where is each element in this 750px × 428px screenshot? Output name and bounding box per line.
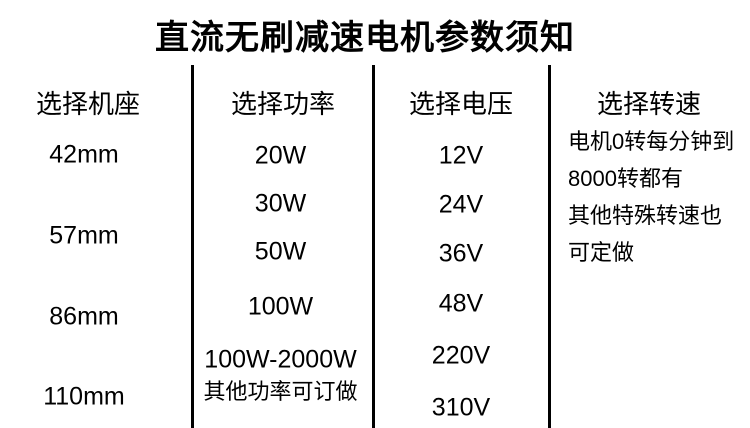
power-option: 30W: [254, 189, 307, 218]
page-title: 直流无刷减速电机参数须知: [155, 19, 575, 57]
column-header-speed: 选择转速: [596, 89, 701, 119]
voltage-option: 220V: [431, 341, 491, 370]
column-divider-2: [372, 65, 375, 428]
power-option: 20W: [254, 141, 307, 170]
frame-size-option: 110mm: [43, 382, 125, 411]
power-option: 100W: [247, 292, 314, 321]
frame-size-option: 86mm: [49, 302, 119, 331]
voltage-option: 48V: [438, 289, 484, 318]
speed-note-line: 其他特殊转速也: [568, 203, 723, 228]
column-divider-1: [191, 65, 194, 428]
speed-note-line: 电机0转每分钟到: [568, 129, 735, 154]
speed-note-line: 可定做: [568, 240, 635, 265]
column-divider-3: [548, 65, 551, 428]
column-header-power: 选择功率: [230, 89, 335, 119]
speed-notes: 电机0转每分钟到 8000转都有 其他特殊转速也 可定做: [568, 123, 746, 271]
power-option: 50W: [254, 237, 307, 266]
frame-size-option: 42mm: [49, 140, 119, 169]
speed-note-line: 8000转都有: [568, 166, 683, 191]
voltage-option: 36V: [438, 239, 484, 268]
column-header-frame-size: 选择机座: [35, 89, 140, 119]
voltage-option: 24V: [438, 190, 484, 219]
power-custom-note: 其他功率可订做: [203, 379, 358, 404]
power-option: 100W-2000W: [204, 345, 357, 374]
frame-size-option: 57mm: [49, 221, 119, 250]
voltage-option: 12V: [438, 141, 484, 170]
voltage-option: 310V: [431, 393, 491, 422]
column-header-voltage: 选择电压: [408, 89, 513, 119]
